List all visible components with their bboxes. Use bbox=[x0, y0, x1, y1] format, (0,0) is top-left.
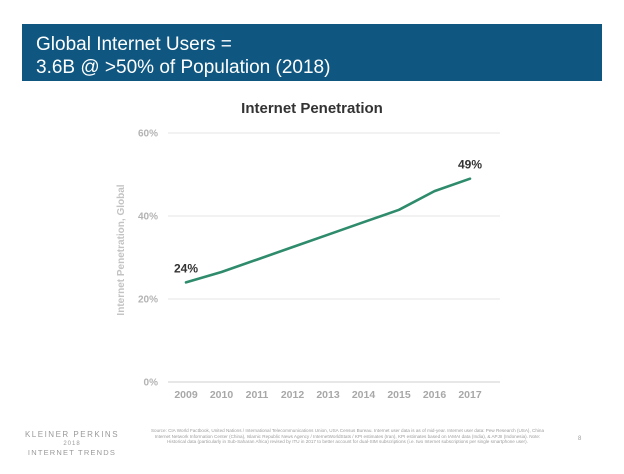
kleiner-perkins-logo: KLEINER PERKINS 2018 INTERNET TRENDS bbox=[22, 430, 122, 457]
brand-report: INTERNET TRENDS bbox=[27, 448, 117, 457]
page-number: 8 bbox=[578, 436, 582, 442]
slide-title-line-2: 3.6B @ >50% of Population (2018) bbox=[36, 57, 331, 78]
brand-name: KLEINER PERKINS bbox=[24, 430, 120, 439]
x-tick-label: 2009 bbox=[174, 389, 198, 401]
data-label: 24% bbox=[174, 261, 198, 275]
series-lines bbox=[184, 177, 472, 284]
gridlines bbox=[168, 132, 500, 383]
chart-title: Internet Penetration bbox=[241, 100, 383, 117]
y-tick-label: 40% bbox=[138, 212, 158, 223]
x-tick-label: 2017 bbox=[458, 389, 482, 401]
brand-year: 2018 bbox=[63, 441, 81, 447]
title-banner: Global Internet Users = 3.6B @ >50% of P… bbox=[22, 24, 602, 81]
x-tick-labels: 2009 2010 2011 2012 2013 2014 2015 2016 2017 bbox=[174, 389, 482, 401]
slide-title-line-1: Global Internet Users = bbox=[36, 34, 232, 55]
x-tick-label: 2014 bbox=[352, 389, 376, 401]
x-tick-label: 2013 bbox=[316, 389, 340, 401]
y-tick-label: 0% bbox=[144, 378, 159, 389]
y-tick-labels: 0% 20% 40% 60% bbox=[138, 129, 158, 389]
x-tick-label: 2016 bbox=[423, 389, 447, 401]
series-line bbox=[184, 177, 472, 284]
x-tick-label: 2012 bbox=[281, 389, 305, 401]
x-tick-label: 2011 bbox=[246, 389, 269, 401]
data-labels: 24% 49% bbox=[174, 158, 482, 276]
data-label: 49% bbox=[458, 158, 482, 172]
x-tick-label: 2010 bbox=[210, 389, 234, 401]
y-tick-label: 20% bbox=[138, 295, 158, 306]
y-tick-label: 60% bbox=[138, 129, 158, 140]
source-note: Source: CIA World Factbook, United Natio… bbox=[150, 428, 545, 445]
x-tick-label: 2015 bbox=[387, 389, 411, 401]
y-axis-label: Internet Penetration, Global bbox=[116, 184, 127, 315]
